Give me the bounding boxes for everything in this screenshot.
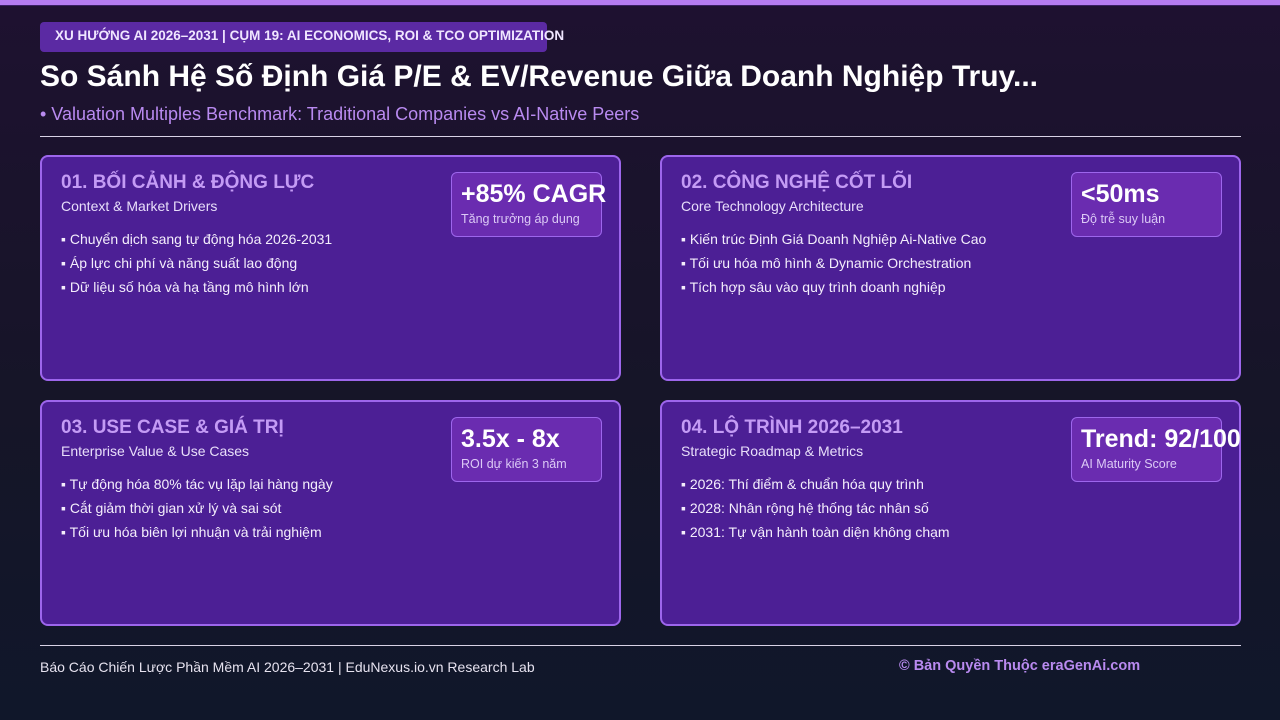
metric-label: Độ trễ suy luận [1081,212,1166,226]
card-list: ▪ Kiến trúc Định Giá Doanh Nghiệp Ai-Nat… [681,227,986,299]
list-item: ▪ Tích hợp sâu vào quy trình doanh nghiệ… [681,279,946,295]
card-subtitle: Core Technology Architecture [681,198,864,214]
list-item: ▪ Kiến trúc Định Giá Doanh Nghiệp Ai-Nat… [681,231,987,247]
list-item: ▪ Tối ưu hóa mô hình & Dynamic Orchestra… [681,255,972,271]
card-list: ▪ 2026: Thí điểm & chuẩn hóa quy trình ▪… [681,472,950,544]
card-subtitle: Strategic Roadmap & Metrics [681,443,864,459]
list-item: ▪ Cắt giảm thời gian xử lý và sai sót [61,500,282,516]
card-subtitle: Enterprise Value & Use Cases [61,443,250,459]
metric-label: ROI dự kiến 3 năm [461,457,567,471]
metric-value: +85% CAGR [461,180,607,208]
list-item: ▪ 2026: Thí điểm & chuẩn hóa quy trình [681,476,924,492]
metric-badge: 3.5x - 8x ROI dự kiến 3 năm [451,417,602,482]
list-item: ▪ Tự động hóa 80% tác vụ lặp lại hàng ng… [61,476,333,492]
list-item: ▪ 2031: Tự vận hành toàn diện không chạm [681,524,950,540]
footer-copyright: © Bản Quyền Thuộc eraGenAi.com [899,658,1141,674]
header-divider [40,136,1241,137]
card-title: 04. LỘ TRÌNH 2026–2031 [681,417,903,438]
list-item: ▪ Áp lực chi phí và năng suất lao động [61,255,298,271]
card-list: ▪ Tự động hóa 80% tác vụ lặp lại hàng ng… [61,472,333,544]
metric-badge: Trend: 92/100 AI Maturity Score [1071,417,1241,482]
card-roadmap: 04. LỘ TRÌNH 2026–2031 Strategic Roadmap… [660,400,1241,626]
metric-label: Tăng trưởng áp dụng [461,212,580,226]
top-accent-bar [0,0,1280,6]
card-use-case: 03. USE CASE & GIÁ TRỊ Enterprise Value … [40,400,621,626]
card-list: ▪ Chuyển dịch sang tự động hóa 2026-2031… [61,227,332,299]
card-context: 01. BỐI CẢNH & ĐỘNG LỰC Context & Market… [40,155,621,381]
metric-badge: <50ms Độ trễ suy luận [1071,172,1222,237]
topic-tag: XU HƯỚNG AI 2026–2031 | CỤM 19: AI ECONO… [40,22,564,52]
list-item: ▪ 2028: Nhân rộng hệ thống tác nhân số [681,500,929,516]
metric-badge: +85% CAGR Tăng trưởng áp dụng [451,172,606,237]
list-item: ▪ Dữ liệu số hóa và hạ tầng mô hình lớn [61,279,309,295]
metric-value: <50ms [1081,180,1160,208]
card-title: 02. CÔNG NGHỆ CỐT LÕI [681,172,913,193]
page-title: So Sánh Hệ Số Định Giá P/E & EV/Revenue … [40,60,1039,93]
metric-label: AI Maturity Score [1081,457,1177,471]
list-item: ▪ Tối ưu hóa biên lợi nhuận và trải nghi… [61,524,322,540]
metric-value: 3.5x - 8x [461,425,560,453]
card-title: 03. USE CASE & GIÁ TRỊ [61,417,284,438]
card-subtitle: Context & Market Drivers [61,198,218,214]
card-technology: 02. CÔNG NGHỆ CỐT LÕI Core Technology Ar… [660,155,1241,381]
list-item: ▪ Chuyển dịch sang tự động hóa 2026-2031 [61,231,333,247]
page-subtitle: • Valuation Multiples Benchmark: Traditi… [40,104,640,124]
footer-divider [40,645,1241,646]
metric-value: Trend: 92/100 [1081,425,1241,453]
footer-source: Báo Cáo Chiến Lược Phần Mềm AI 2026–2031… [40,659,535,675]
card-title: 01. BỐI CẢNH & ĐỘNG LỰC [61,172,315,193]
